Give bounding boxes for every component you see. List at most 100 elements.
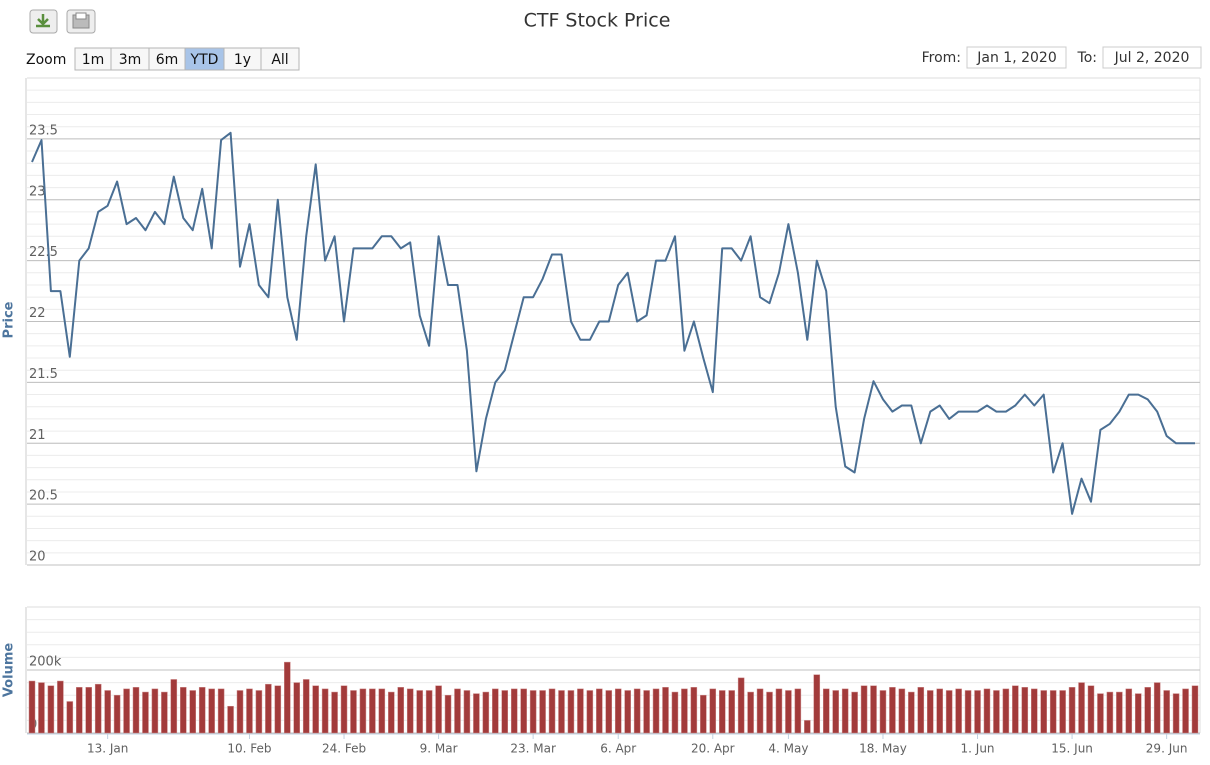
volume-bar [416,690,423,734]
volume-bar [539,690,546,734]
volume-bar [775,688,783,734]
volume-bar [1087,685,1095,734]
volume-bar [671,691,679,734]
volume-bar [1135,693,1142,734]
export-button[interactable] [29,9,58,34]
y-tick-label: 23 [29,184,46,199]
volume-bar [198,687,206,734]
volume-bar [1163,690,1170,734]
volume-bar [728,690,735,734]
volume-bar [1153,682,1161,734]
volume-bar [794,688,802,734]
x-tick-label: 9. Mar [420,742,458,756]
zoom-button-label[interactable]: 1m [82,52,105,68]
zoom-button[interactable]: All [260,47,300,71]
volume-bar [974,690,981,734]
zoom-button-box[interactable] [260,47,300,71]
volume-bar [142,691,149,734]
zoom-button-label[interactable]: YTD [190,52,219,68]
volume-bar [265,683,272,734]
volume-bar [293,682,300,734]
volume-bar [520,688,527,734]
volume-bar [1031,688,1038,734]
volume-bar [246,688,253,734]
zoom-button[interactable]: 1m [74,47,112,71]
volume-bar [217,688,225,734]
volume-bar [302,679,310,734]
volume-bar [473,693,480,734]
zoom-button-label[interactable]: 1y [234,52,251,68]
volume-bar [189,690,196,734]
volume-bar [28,680,36,734]
volume-bar [85,687,92,734]
volume-bar [662,687,669,734]
volume-bar [1068,687,1076,734]
x-tick-label: 24. Feb [322,742,366,756]
zoom-button[interactable]: 3m [110,47,150,71]
volume-bar [983,688,991,734]
zoom-button-label[interactable]: All [271,52,288,68]
y-tick-label: 23.5 [29,123,58,138]
y-axis-title: Price [2,301,17,338]
x-tick-label: 10. Feb [227,742,271,756]
volume-bar [945,690,953,734]
volume-bar [548,688,556,734]
zoom-button[interactable]: YTD [184,47,225,71]
volume-bar [993,690,1000,734]
volume-bar [1125,688,1133,734]
zoom-button-label[interactable]: 3m [119,52,142,68]
y-tick-label: 21 [29,428,46,443]
volume-bar [596,688,603,734]
volume-bar [633,688,641,734]
volume-bar [1002,688,1010,734]
volume-bar [558,690,565,734]
to-input[interactable] [1102,46,1202,69]
volume-bar [747,691,754,734]
volume-bar [378,688,386,734]
volume-bar [161,691,168,734]
zoom-button-label[interactable]: 6m [156,52,179,68]
zoom-button[interactable]: 1y [223,47,262,71]
volume-bar [1116,691,1123,734]
volume-bar [208,688,215,734]
from-input[interactable] [966,46,1067,69]
volume-bar [1049,690,1057,734]
volume-bar [76,687,83,734]
volume-bar [1059,690,1066,734]
volume-bar [359,688,367,734]
volume-bar [397,687,405,734]
volume-bar [586,690,594,734]
volume-bar [104,690,111,734]
volume-bar [57,680,64,734]
volume-bar [841,688,849,734]
print-button[interactable] [66,9,96,34]
volume-bar [1021,687,1029,734]
volume-bar [1191,685,1199,734]
volume-bar [567,690,575,734]
y-tick-label: 200k [29,655,62,670]
volume-bar [482,691,490,734]
volume-bar [577,688,584,734]
volume-bar [964,690,972,734]
from-value[interactable]: Jan 1, 2020 [976,50,1056,66]
volume-bar [955,688,962,734]
to-value[interactable]: Jul 2, 2020 [1114,50,1190,66]
volume-bar [822,688,830,734]
volume-bar [643,690,650,734]
x-tick-label: 15. Jun [1051,742,1093,756]
volume-bar [236,690,244,734]
volume-bar [737,677,745,734]
zoom-button[interactable]: 6m [148,47,186,71]
volume-bar [170,679,178,734]
volume-bar [1012,685,1019,734]
volume-bar [690,687,698,734]
volume-bar [917,687,925,734]
volume-bar [350,690,357,734]
y-tick-label: 22 [29,306,46,321]
volume-bar [435,685,442,734]
volume-bar [1144,687,1151,734]
x-tick-label: 20. Apr [691,742,735,756]
y-tick-label: 20.5 [29,489,58,504]
volume-bar [340,685,348,734]
volume-bar [501,690,509,734]
